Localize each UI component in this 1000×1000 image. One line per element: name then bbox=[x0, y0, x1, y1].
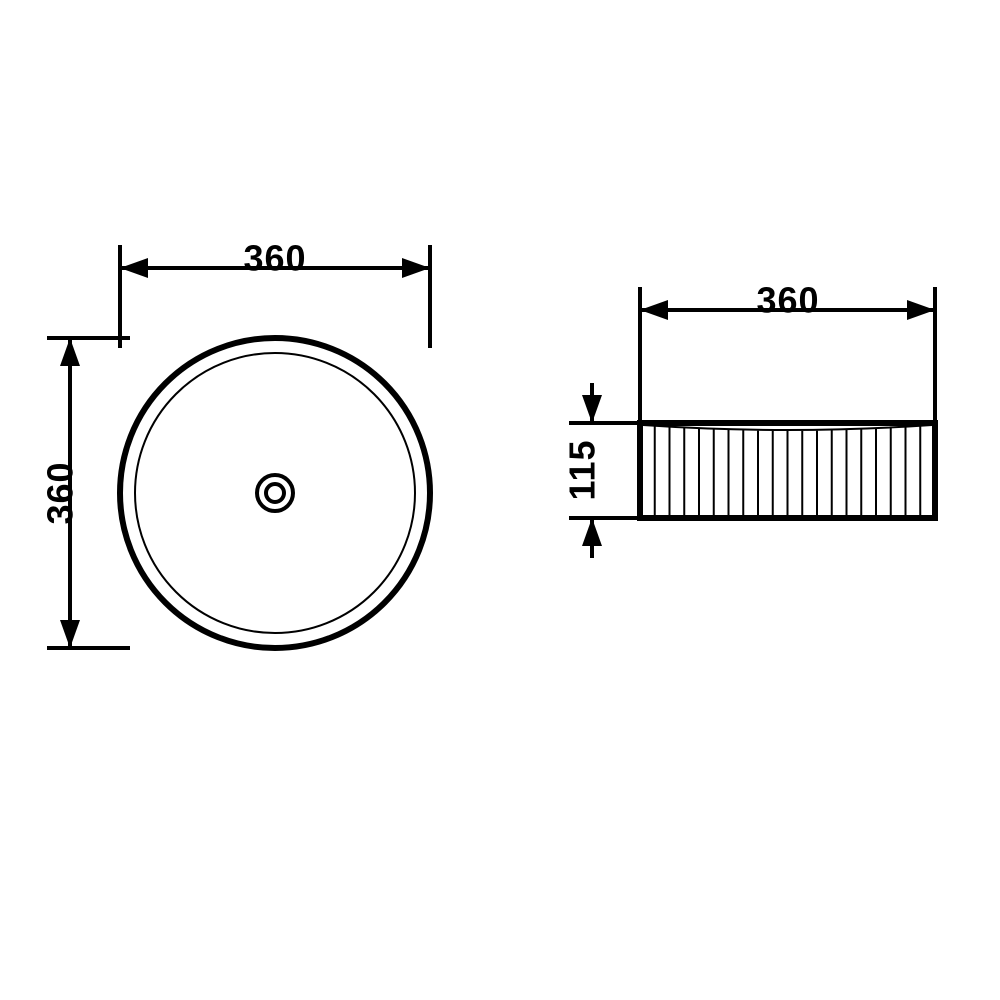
dim-arrow bbox=[60, 620, 80, 648]
dim-label-height: 115 bbox=[562, 439, 603, 500]
basin-outer bbox=[120, 338, 430, 648]
dim-arrow bbox=[60, 338, 80, 366]
dim-arrow bbox=[402, 258, 430, 278]
side-view: 360 115 bbox=[562, 280, 936, 559]
dim-arrow bbox=[907, 300, 935, 320]
technical-drawing: 360 360 360 115 bbox=[0, 0, 1000, 1000]
top-view: 360 360 bbox=[40, 238, 431, 649]
drain-outer bbox=[257, 475, 293, 511]
dim-label-height: 360 bbox=[40, 461, 81, 524]
basin-inner bbox=[135, 353, 415, 633]
dim-label-width: 360 bbox=[243, 238, 306, 279]
dim-label-width: 360 bbox=[756, 280, 819, 321]
dim-arrow bbox=[582, 395, 602, 423]
dim-arrow bbox=[640, 300, 668, 320]
drain-inner bbox=[266, 484, 284, 502]
dim-arrow bbox=[120, 258, 148, 278]
dim-arrow bbox=[582, 518, 602, 546]
